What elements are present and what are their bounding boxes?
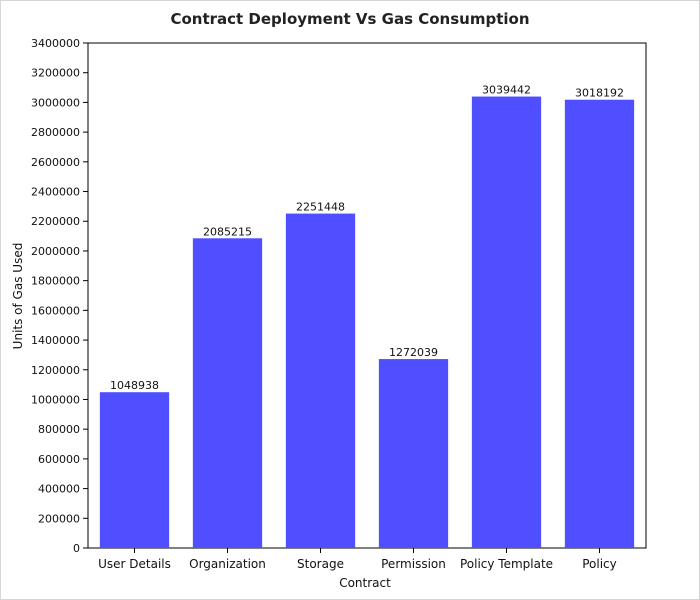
- bar: [99, 392, 170, 548]
- y-tick-label: 1800000: [31, 275, 80, 288]
- x-axis-title: Contract: [339, 576, 391, 590]
- y-tick-label: 3200000: [31, 67, 80, 80]
- y-tick-label: 1600000: [31, 304, 80, 317]
- x-tick-label: Policy Template: [460, 557, 553, 571]
- data-label: 1048938: [110, 379, 159, 392]
- x-tick-label: User Details: [98, 557, 171, 571]
- y-tick-label: 3000000: [31, 96, 80, 109]
- data-label: 2251448: [296, 201, 345, 214]
- y-tick-label: 2400000: [31, 186, 80, 199]
- y-tick-label: 800000: [38, 423, 80, 436]
- y-tick-label: 3400000: [31, 37, 80, 50]
- data-label: 3039442: [482, 84, 531, 97]
- plot-border: [87, 42, 647, 549]
- bar: [564, 99, 635, 548]
- data-label: 2085215: [203, 225, 252, 238]
- y-tick-label: 1400000: [31, 334, 80, 347]
- x-tick-label: Permission: [381, 557, 446, 571]
- y-tick-label: 400000: [38, 483, 80, 496]
- bar: [192, 238, 263, 548]
- y-tick-label: 2800000: [31, 126, 80, 139]
- y-tick-label: 2000000: [31, 245, 80, 258]
- y-tick-label: 1200000: [31, 364, 80, 377]
- y-tick-label: 2600000: [31, 156, 80, 169]
- y-tick-label: 0: [73, 542, 80, 555]
- plot-area: 0 200000 400000 600000 800000 1000000 1200000 1…: [31, 37, 647, 571]
- chart-title: Contract Deployment Vs Gas Consumption: [170, 10, 529, 28]
- x-tick-label: Policy: [582, 557, 617, 571]
- y-axis-title: Units of Gas Used: [11, 243, 25, 350]
- y-tick-label: 1000000: [31, 393, 80, 406]
- y-tick-label: 600000: [38, 453, 80, 466]
- bar: [285, 213, 356, 548]
- bar: [471, 96, 542, 548]
- data-label: 1272039: [389, 346, 438, 359]
- y-tick-label: 200000: [38, 512, 80, 525]
- x-tick-label: Organization: [189, 557, 266, 571]
- data-label: 3018192: [575, 87, 624, 100]
- x-tick-label: Storage: [297, 557, 344, 571]
- bar: [378, 359, 449, 548]
- y-tick-label: 2200000: [31, 215, 80, 228]
